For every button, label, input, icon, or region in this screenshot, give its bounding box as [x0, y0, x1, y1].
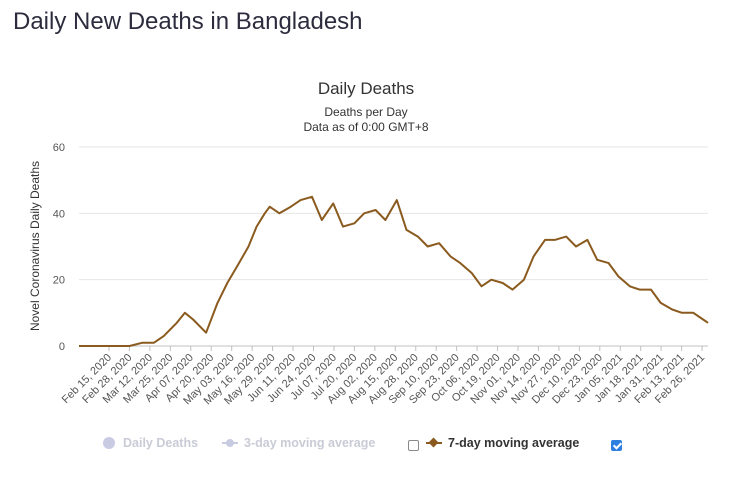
y-tick-label: 60 [53, 142, 65, 154]
y-tick-labels: 0 20 40 60 [53, 142, 65, 353]
checkbox-3-day-average[interactable] [408, 440, 419, 451]
chart-subtitle-2: Data as of 0:00 GMT+8 [303, 120, 428, 134]
series-line-7-day-average [79, 195, 709, 347]
legend-item-7-day-average[interactable]: 7-day moving average [426, 435, 579, 451]
legend-item-3-day-average[interactable]: 3-day moving average [222, 435, 375, 451]
legend-label-3-day-average: 3-day moving average [244, 436, 376, 450]
y-axis-label: Novel Coronavirus Daily Deaths [28, 161, 42, 331]
chart-svg: Daily Deaths Deaths per Day Data as of 0… [28, 79, 709, 407]
y-tick-label: 0 [59, 341, 65, 353]
line-diamond-marker-icon [426, 441, 442, 444]
page-heading: Daily New Deaths in Bangladesh [13, 8, 363, 35]
legend-label-daily-deaths: Daily Deaths [123, 436, 199, 450]
line-circle-marker-icon [222, 438, 238, 447]
y-tick-label: 40 [53, 208, 65, 220]
circle-marker-icon [103, 436, 115, 449]
chart-title: Daily Deaths [318, 79, 414, 98]
y-tick-label: 20 [53, 275, 65, 287]
grid-layer [79, 146, 708, 347]
chart-subtitle-1: Deaths per Day [324, 105, 407, 119]
series-layer [79, 195, 709, 347]
checkbox-7-day-average[interactable] [611, 440, 622, 451]
legend-label-7-day-average: 7-day moving average [448, 436, 580, 450]
legend-item-daily-deaths[interactable]: Daily Deaths [103, 435, 198, 451]
legend: Daily Deaths 3-day moving average 7-day … [0, 430, 730, 456]
